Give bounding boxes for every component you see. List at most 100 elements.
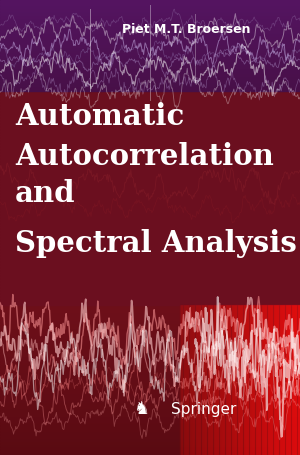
Bar [260, 305, 262, 455]
Bar [0, 179, 300, 181]
Bar [0, 224, 300, 226]
Bar [0, 408, 300, 410]
Bar [0, 187, 300, 188]
Bar [0, 46, 300, 47]
Bar [294, 305, 295, 455]
Bar [0, 417, 300, 419]
Bar [0, 244, 300, 246]
Bar [0, 241, 300, 243]
Bar [0, 452, 300, 454]
Bar [0, 209, 300, 211]
Text: Springer: Springer [171, 402, 236, 417]
Bar [222, 305, 223, 455]
Bar [292, 305, 293, 455]
Bar [0, 388, 300, 390]
Bar [0, 173, 300, 174]
Bar [244, 305, 245, 455]
Bar [0, 263, 300, 264]
Bar [229, 305, 230, 455]
Bar [0, 363, 300, 364]
Bar [0, 55, 300, 56]
Bar [0, 70, 300, 71]
Bar [0, 99, 300, 100]
Bar [0, 0, 300, 1]
Bar [0, 352, 300, 354]
Bar [0, 106, 300, 108]
Bar [0, 126, 300, 127]
Bar [0, 379, 300, 381]
Bar [204, 305, 205, 455]
Bar [224, 305, 226, 455]
Text: ♞: ♞ [133, 400, 149, 419]
Bar [0, 376, 300, 378]
Bar [0, 127, 300, 129]
Bar [0, 82, 300, 83]
Bar [0, 71, 300, 73]
Bar [0, 420, 300, 422]
Bar [0, 159, 300, 161]
Bar [0, 30, 300, 32]
Bar [0, 384, 300, 385]
Bar [0, 341, 300, 343]
Bar [194, 305, 196, 455]
Bar [0, 29, 300, 30]
Bar [0, 256, 300, 258]
Bar [0, 14, 300, 15]
Bar [0, 314, 300, 315]
Bar [0, 441, 300, 443]
Bar [0, 214, 300, 215]
Bar [0, 146, 300, 147]
Bar [0, 396, 300, 397]
Bar [196, 305, 197, 455]
Bar [0, 196, 300, 197]
Bar [0, 361, 300, 363]
Bar [0, 185, 300, 187]
Bar [0, 365, 300, 367]
Bar [0, 372, 300, 373]
Bar [242, 305, 244, 455]
Bar [0, 94, 300, 96]
Bar [0, 10, 300, 12]
Bar [188, 305, 190, 455]
Bar [0, 56, 300, 58]
Bar [0, 447, 300, 449]
Bar [0, 8, 300, 9]
Bar [0, 443, 300, 445]
Bar [211, 305, 212, 455]
Bar [0, 331, 300, 332]
Bar [250, 305, 251, 455]
Bar [0, 156, 300, 158]
Bar [0, 324, 300, 326]
Bar [0, 346, 300, 347]
Bar [0, 21, 300, 23]
Bar [0, 120, 300, 121]
Bar [0, 136, 300, 138]
Bar [0, 24, 300, 26]
Bar [193, 305, 194, 455]
Bar [0, 117, 300, 118]
Bar [0, 359, 300, 361]
Bar [0, 138, 300, 140]
Bar [252, 305, 253, 455]
Bar [197, 305, 198, 455]
Bar [0, 397, 300, 399]
Bar [264, 305, 265, 455]
Bar [0, 300, 300, 302]
Bar [0, 144, 300, 146]
Bar [0, 320, 300, 322]
Bar [216, 305, 217, 455]
Bar [0, 64, 300, 65]
Bar [0, 47, 300, 49]
Bar [296, 305, 298, 455]
Bar [0, 425, 300, 426]
Text: and: and [15, 179, 76, 208]
Bar [0, 318, 300, 320]
Bar [240, 305, 241, 455]
Bar [0, 181, 300, 182]
Bar [0, 62, 300, 64]
Bar [0, 5, 300, 6]
Bar [0, 413, 300, 414]
Bar [0, 406, 300, 408]
Bar [0, 220, 300, 222]
Bar [0, 340, 300, 341]
